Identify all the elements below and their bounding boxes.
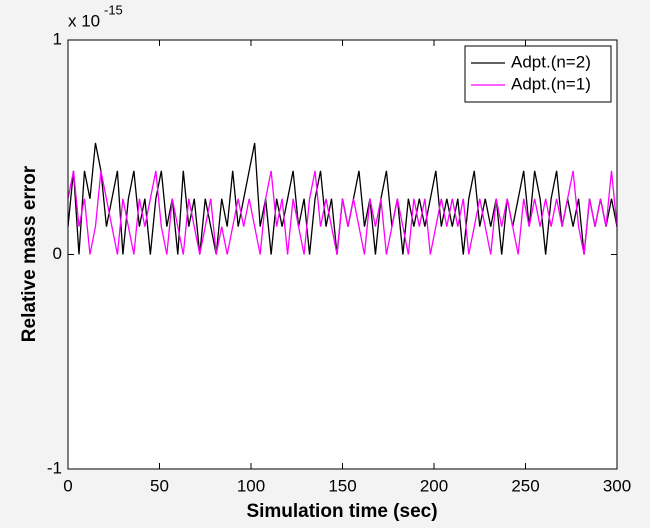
x-tick-label: 0 (63, 476, 72, 495)
x-tick-label: 50 (150, 476, 169, 495)
x-tick-label: 100 (237, 476, 265, 495)
plot-area (68, 40, 617, 469)
y-exponent-base: x 10 (68, 11, 100, 30)
y-axis-label: Relative mass error (19, 165, 40, 342)
legend-box (464, 45, 612, 103)
data-line (67, 170, 618, 255)
x-tick-label: 200 (420, 476, 448, 495)
y-tick-label: 0 (53, 244, 62, 263)
legend-label: Adpt.(n=2) (511, 52, 591, 71)
x-tick-label: 300 (603, 476, 631, 495)
y-tick-label: 1 (53, 29, 62, 48)
x-axis-label: Simulation time (sec) (246, 501, 437, 522)
x-tick-label: 250 (511, 476, 539, 495)
y-exponent-power: -15 (104, 2, 123, 17)
legend-label: Adpt.(n=1) (511, 74, 591, 93)
x-tick-label: 150 (328, 476, 356, 495)
y-tick-label: -1 (47, 458, 62, 477)
